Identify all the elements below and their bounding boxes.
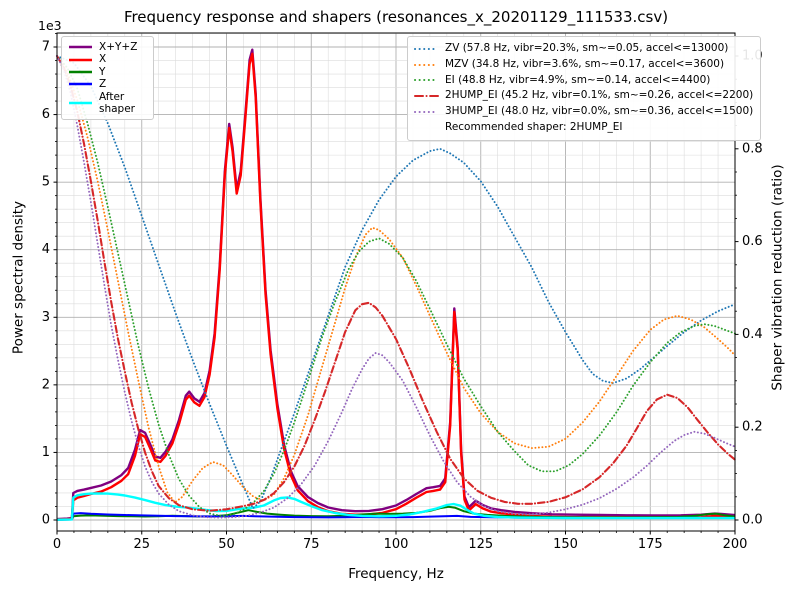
y-right-tick-label: 0.0 <box>742 513 763 528</box>
curve-after-shaper <box>56 492 736 521</box>
legend-item-label: X <box>99 53 107 66</box>
y-right-tick-label: 0.2 <box>742 420 763 435</box>
legend-line-sample <box>69 101 92 105</box>
legend-item-label: EI (48.8 Hz, vibr=4.9%, sm~=0.14, accel<… <box>445 73 711 86</box>
y-left-tick-label: 3 <box>42 310 50 325</box>
legend-line-sample <box>69 70 92 74</box>
legend-right: ZV (57.8 Hz, vibr=20.3%, sm~=0.05, accel… <box>407 36 762 141</box>
legend-item-label: X+Y+Z <box>99 41 138 53</box>
legend-line-sample <box>69 58 92 61</box>
legend-item-3hump-ei: 3HUMP_EI (48.0 Hz, vibr=0.0%, sm~=0.36, … <box>414 104 753 120</box>
curve-x <box>56 52 736 521</box>
x-tick-label: 175 <box>638 537 663 552</box>
chart-title: Frequency response and shapers (resonanc… <box>123 8 669 26</box>
legend-line-sample <box>414 125 439 131</box>
x-tick-label: 200 <box>723 537 748 552</box>
legend-item-label: Z <box>99 78 107 91</box>
legend-item-z: Z <box>68 78 146 90</box>
legend-item-x: X <box>68 53 146 65</box>
y-right-tick-label: 0.4 <box>742 327 763 342</box>
y-axis-label-left: Power spectral density <box>10 200 27 355</box>
y-left-tick-label: 6 <box>42 107 50 122</box>
y-axis-offset-text: 1e3 <box>38 18 62 33</box>
curve-zv <box>56 55 736 510</box>
legend-line-sample <box>69 83 92 86</box>
legend-item-mzv: MZV (34.8 Hz, vibr=3.6%, sm~=0.17, accel… <box>414 57 753 73</box>
legend-item-label: MZV (34.8 Hz, vibr=3.6%, sm~=0.17, accel… <box>445 57 725 70</box>
y-right-tick-label: 0.8 <box>742 141 763 156</box>
y-left-tick-label: 1 <box>42 445 50 460</box>
curve-3hump-ei <box>56 55 736 519</box>
legend-item-label: Recommended shaper: 2HUMP_EI <box>445 120 623 133</box>
legend-item-y: Y <box>68 66 146 78</box>
legend-left: X+Y+Z X Y Z After shaper <box>61 36 154 121</box>
curve-ei <box>56 55 736 518</box>
legend-item-x-y-z: X+Y+Z <box>68 41 146 53</box>
legend-item-recommended-shaper: Recommended shaper: 2HUMP_EI <box>414 120 753 136</box>
legend-line-sample <box>414 95 439 98</box>
legend-item-label: Y <box>99 65 106 78</box>
curve-2hump-ei <box>55 54 737 512</box>
legend-item-zv: ZV (57.8 Hz, vibr=20.3%, sm~=0.05, accel… <box>414 41 753 57</box>
y-left-tick-label: 4 <box>42 242 50 257</box>
x-tick-label: 150 <box>553 537 578 552</box>
y-left-tick-label: 7 <box>42 40 50 55</box>
y-left-tick-label: 5 <box>42 175 50 190</box>
legend-item-label: After shaper <box>99 90 136 115</box>
y-left-tick-label: 0 <box>42 513 50 528</box>
ticks: 0 25 50 75 100 125 150 175 200 0 1 2 3 4 5 6 7 0.0 0.2 0.4 0… <box>42 33 763 552</box>
legend-line-sample <box>414 110 439 113</box>
x-tick-label: 125 <box>468 537 493 552</box>
legend-item-ei: EI (48.8 Hz, vibr=4.9%, sm~=0.14, accel<… <box>414 73 753 89</box>
x-tick-label: 75 <box>303 537 320 552</box>
y-left-tick-label: 2 <box>42 377 50 392</box>
x-axis-label: Frequency, Hz <box>348 566 444 582</box>
legend-item-after-shaper: After shaper <box>68 91 146 116</box>
x-tick-label: 25 <box>133 537 150 552</box>
legend-line-sample <box>414 63 439 66</box>
y-axis-label-right: Shaper vibration reduction (ratio) <box>769 164 786 391</box>
legend-line-sample <box>414 79 439 82</box>
x-tick-label: 100 <box>384 537 409 552</box>
x-tick-label: 50 <box>218 537 235 552</box>
legend-item-label: 3HUMP_EI (48.0 Hz, vibr=0.0%, sm~=0.36, … <box>445 105 754 117</box>
legend-item-2hump-ei: 2HUMP_EI (45.2 Hz, vibr=0.1%, sm~=0.26, … <box>414 88 753 104</box>
legend-line-sample <box>414 47 439 50</box>
legend-item-label: ZV (57.8 Hz, vibr=20.3%, sm~=0.05, accel… <box>445 42 729 54</box>
legend-line-sample <box>69 45 92 49</box>
y-right-tick-label: 0.6 <box>742 234 763 249</box>
x-tick-label: 0 <box>53 537 61 552</box>
legend-item-label: 2HUMP_EI (45.2 Hz, vibr=0.1%, sm~=0.26, … <box>445 89 754 102</box>
